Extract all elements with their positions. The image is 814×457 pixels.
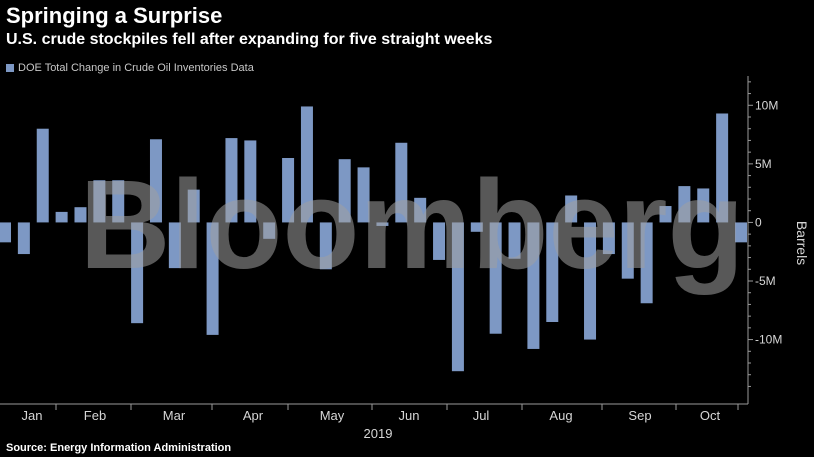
bar <box>565 195 578 223</box>
bar <box>640 222 653 304</box>
bar <box>55 211 68 223</box>
x-tick-label: Feb <box>84 408 106 423</box>
bar <box>546 222 559 322</box>
bar <box>470 222 483 232</box>
bar <box>168 222 181 269</box>
bar <box>244 140 257 223</box>
bar <box>508 222 521 259</box>
bar <box>489 222 502 334</box>
y-tick-label: 10M <box>755 98 778 112</box>
bar <box>338 159 351 223</box>
bar <box>131 222 144 324</box>
bar <box>433 222 446 260</box>
legend-label: DOE Total Change in Crude Oil Inventorie… <box>18 62 254 74</box>
y-tick-label: -10M <box>755 333 782 347</box>
bar <box>93 180 106 223</box>
bar <box>527 222 540 349</box>
legend-swatch <box>6 64 14 72</box>
bloomberg-watermark: Bloomberg <box>79 154 744 295</box>
axis-layer <box>0 76 753 410</box>
x-tick-label: Jan <box>22 408 43 423</box>
bar <box>300 106 313 223</box>
bar <box>263 222 276 239</box>
bar <box>602 222 615 255</box>
bar <box>357 167 370 223</box>
x-tick-label: Oct <box>700 408 721 423</box>
y-axis-title: Barrels <box>794 221 810 265</box>
y-tick-label: 0 <box>755 215 762 229</box>
legend: DOE Total Change in Crude Oil Inventorie… <box>6 60 254 76</box>
source-note: Source: Energy Information Administratio… <box>6 442 232 454</box>
x-tick-label: Sep <box>628 408 651 423</box>
y-tick-label: -5M <box>755 274 776 288</box>
bar <box>206 222 219 335</box>
bar <box>735 222 747 243</box>
labels-layer: 10M 5M 0 -5M -10M Barrels Jan Feb Mar Apr May Jun Ju… <box>22 98 810 441</box>
year-label: 2019 <box>364 426 393 441</box>
bar <box>0 222 11 243</box>
x-tick-label: Aug <box>549 408 572 423</box>
bar <box>697 188 710 223</box>
bar <box>678 186 691 223</box>
x-tick-label: Jun <box>399 408 420 423</box>
bar <box>621 222 634 279</box>
bar <box>112 180 125 223</box>
bar <box>584 222 597 340</box>
bar <box>451 222 464 372</box>
bar <box>36 128 49 223</box>
chart-subtitle: U.S. crude stockpiles fell after expandi… <box>6 31 493 48</box>
bar <box>74 207 87 223</box>
bar <box>17 222 30 255</box>
x-tick-label: Jul <box>473 408 490 423</box>
bar <box>376 222 389 226</box>
bar <box>149 139 162 223</box>
chart-title: Springing a Surprise <box>6 3 223 28</box>
bars-layer <box>0 106 747 372</box>
bar <box>395 142 408 223</box>
x-tick-label: Apr <box>243 408 264 423</box>
bar <box>716 113 729 223</box>
bar <box>414 197 427 223</box>
x-tick-label: Mar <box>163 408 186 423</box>
x-tick-label: May <box>320 408 345 423</box>
bar <box>187 189 200 223</box>
y-tick-label: 5M <box>755 157 772 171</box>
bar <box>282 158 295 223</box>
bar <box>659 206 672 223</box>
bar <box>319 222 332 270</box>
bar <box>225 138 238 223</box>
